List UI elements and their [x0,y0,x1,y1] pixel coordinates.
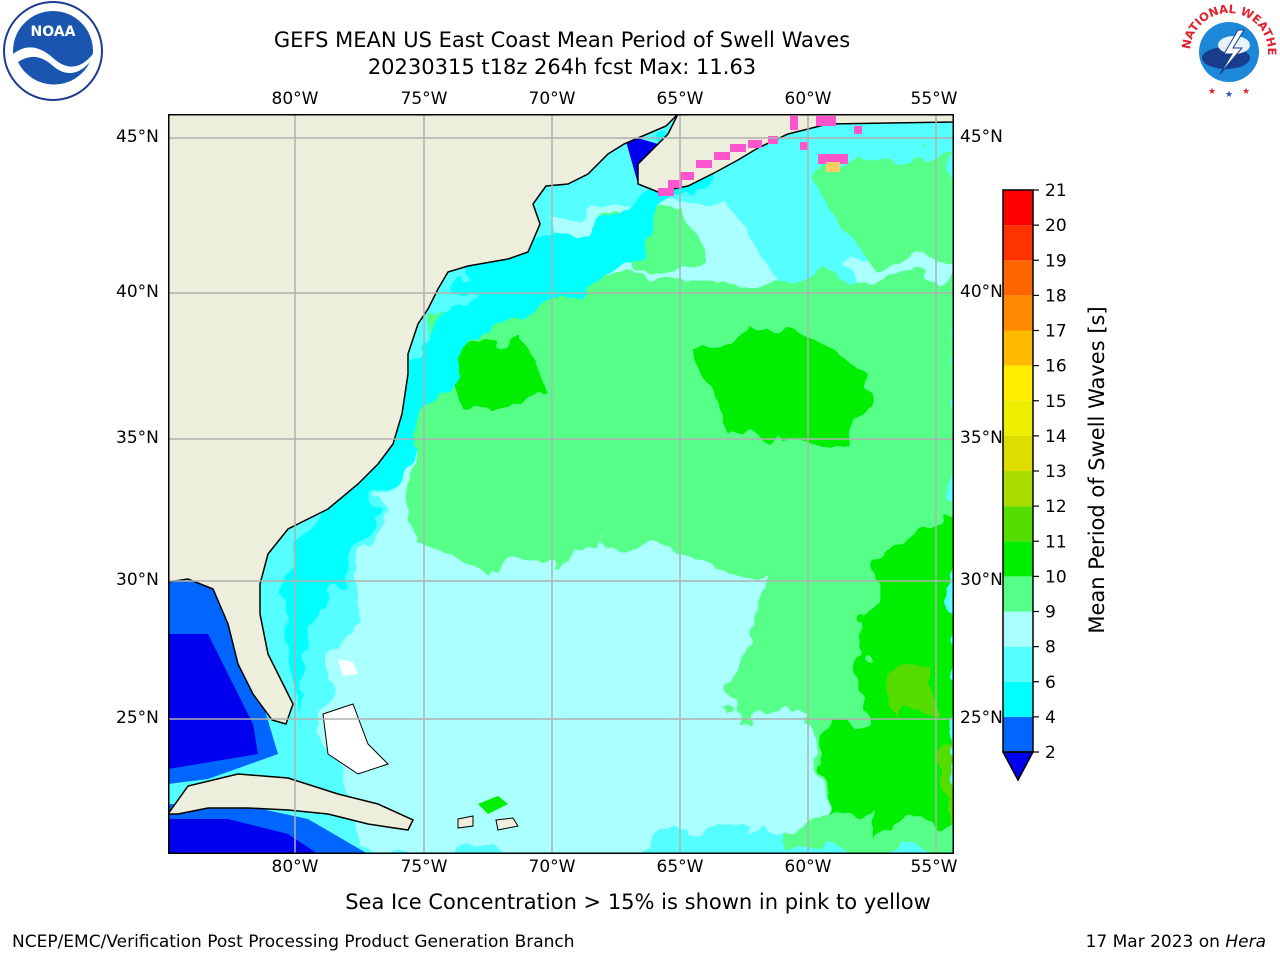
colorbar-segment [1003,541,1033,577]
lon-label-top: 80°W [271,89,319,109]
colorbar-segment [1003,295,1033,331]
colorbar-segment [1003,681,1033,717]
colorbar-segment [1003,646,1033,682]
lat-label-right: 40°N [960,282,1003,302]
colorbar-tick-label: 20 [1045,216,1067,236]
svg-text:★: ★ [1242,87,1250,97]
land-cuba [168,773,415,831]
swell-field-light-cyan-inner [468,554,828,834]
colorbar-tick-label: 15 [1045,392,1067,412]
colorbar-tick-label: 17 [1045,322,1067,342]
lon-label-top: 55°W [910,89,958,109]
colorbar-segment [1003,400,1033,436]
svg-text:★: ★ [1225,90,1233,100]
lon-label-bottom: 65°W [656,857,704,877]
lon-label-bottom: 80°W [271,857,319,877]
colorbar-segment [1003,225,1033,261]
colorbar-tick-label: 16 [1045,357,1067,377]
map-border [168,114,954,854]
land-canada [637,114,954,193]
colorbar-tick-label: 8 [1045,638,1056,658]
footer-date-text: 17 Mar 2023 on [1085,932,1220,952]
map-title: GEFS MEAN US East Coast Mean Period of S… [273,28,851,52]
colorbar-segment [1003,576,1033,612]
lon-label-top: 75°W [400,89,448,109]
lat-label-left: 40°N [116,282,159,302]
colorbar-segment [1003,471,1033,507]
colorbar: 2 4 6 8 9 10 11 12 13 14 15 16 17 18 19 20 21 [1001,181,1067,782]
colorbar-tick-label: 19 [1045,251,1067,271]
colorbar-tick-label: 21 [1045,181,1067,201]
lat-label-right: 35°N [960,428,1003,448]
colorbar-tick-label: 6 [1045,673,1056,693]
lon-label-bottom: 75°W [400,857,448,877]
graticule [168,114,954,854]
sea-ice-note: Sea Ice Concentration > 15% is shown in … [345,890,931,914]
colorbar-label: Mean Period of Swell Waves [s] [1085,306,1109,634]
colorbar-tick-label: 2 [1045,743,1056,763]
lon-label-bottom: 70°W [528,857,576,877]
map-subtitle: 20230315 t18z 264h fcst Max: 11.63 [367,55,757,79]
colorbar-segment [1003,365,1033,401]
colorbar-segment [1003,260,1033,296]
lon-label-top: 65°W [656,89,704,109]
svg-text:★: ★ [1208,87,1216,97]
colorbar-tick-label: 13 [1045,462,1067,482]
colorbar-segment [1003,190,1033,226]
lat-label-left: 45°N [116,127,159,147]
footer-date: 17 Mar 2023 on Hera [1086,932,1266,952]
colorbar-tick-label: 10 [1045,567,1067,587]
colorbar-tick-label: 18 [1045,286,1067,306]
swell-period-map [168,114,954,854]
colorbar-tick-label: 4 [1045,708,1056,728]
lon-label-top: 60°W [784,89,832,109]
lat-label-right: 30°N [960,570,1003,590]
lat-label-left: 35°N [116,428,159,448]
noaa-logo: NOAA [3,1,103,101]
lat-label-left: 30°N [116,570,159,590]
colorbar-segment [1003,330,1033,366]
swell-field-gulf-blue [168,134,668,854]
lon-label-bottom: 60°W [784,857,832,877]
colorbar-tick-label: 12 [1045,497,1067,517]
swell-field-yellow-green [888,664,954,814]
footer-producer: NCEP/EMC/Verification Post Processing Pr… [12,932,575,952]
colorbar-segment [1003,716,1033,752]
lon-label-top: 70°W [528,89,576,109]
colorbar-tick-label: 9 [1045,603,1056,623]
colorbar-tick-label: 11 [1045,532,1067,552]
sea-ice-yellow [826,162,840,172]
lon-label-bottom: 55°W [910,857,958,877]
footer-host: Hera [1225,932,1266,952]
noaa-logo-text: NOAA [31,24,76,40]
colorbar-segment [1003,506,1033,542]
nws-logo: NATIONAL WEATHER SERVICE ★ ★ ★ [1178,0,1279,100]
lat-label-right: 45°N [960,127,1003,147]
colorbar-tick-label: 14 [1045,427,1067,447]
colorbar-segment [1003,435,1033,471]
lat-label-right: 25°N [960,708,1003,728]
colorbar-segment [1003,611,1033,647]
lat-label-left: 25°N [116,708,159,728]
sea-ice-speckles [658,116,862,196]
colorbar-underflow-arrow [1001,751,1035,782]
